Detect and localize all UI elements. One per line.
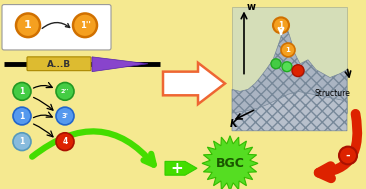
Text: 1: 1 <box>19 87 25 96</box>
FancyArrowPatch shape <box>319 114 357 178</box>
Circle shape <box>13 82 31 100</box>
Text: 4: 4 <box>62 137 68 146</box>
Text: BGC: BGC <box>216 157 244 170</box>
Text: Structure: Structure <box>315 89 351 98</box>
Circle shape <box>271 59 281 69</box>
Text: 2'': 2'' <box>61 89 69 94</box>
Polygon shape <box>232 22 347 113</box>
Text: 1: 1 <box>19 137 25 146</box>
Circle shape <box>13 133 31 151</box>
FancyBboxPatch shape <box>27 57 91 71</box>
Circle shape <box>56 107 74 125</box>
Polygon shape <box>163 63 225 104</box>
Polygon shape <box>202 136 258 189</box>
FancyArrow shape <box>165 161 197 175</box>
Text: -: - <box>346 150 350 160</box>
Circle shape <box>292 65 304 77</box>
Circle shape <box>56 133 74 151</box>
Text: K: K <box>230 119 238 129</box>
Text: A...B: A...B <box>47 60 71 69</box>
FancyBboxPatch shape <box>232 7 347 113</box>
Text: 1: 1 <box>285 47 291 53</box>
Text: 1: 1 <box>19 112 25 121</box>
FancyArrowPatch shape <box>42 22 70 28</box>
Text: w: w <box>247 2 256 12</box>
FancyBboxPatch shape <box>2 5 111 50</box>
Text: 1: 1 <box>24 20 32 30</box>
Text: 1'': 1'' <box>79 21 90 30</box>
Circle shape <box>339 147 357 164</box>
Circle shape <box>273 17 289 33</box>
FancyArrowPatch shape <box>32 131 154 165</box>
Circle shape <box>282 62 292 72</box>
Text: +: + <box>171 161 183 176</box>
Text: 3': 3' <box>61 113 68 119</box>
Circle shape <box>73 13 97 37</box>
Text: 1: 1 <box>279 21 284 30</box>
Circle shape <box>13 107 31 125</box>
Circle shape <box>56 82 74 100</box>
Circle shape <box>16 13 40 37</box>
Polygon shape <box>232 91 347 131</box>
Polygon shape <box>92 57 148 72</box>
Circle shape <box>281 43 295 57</box>
